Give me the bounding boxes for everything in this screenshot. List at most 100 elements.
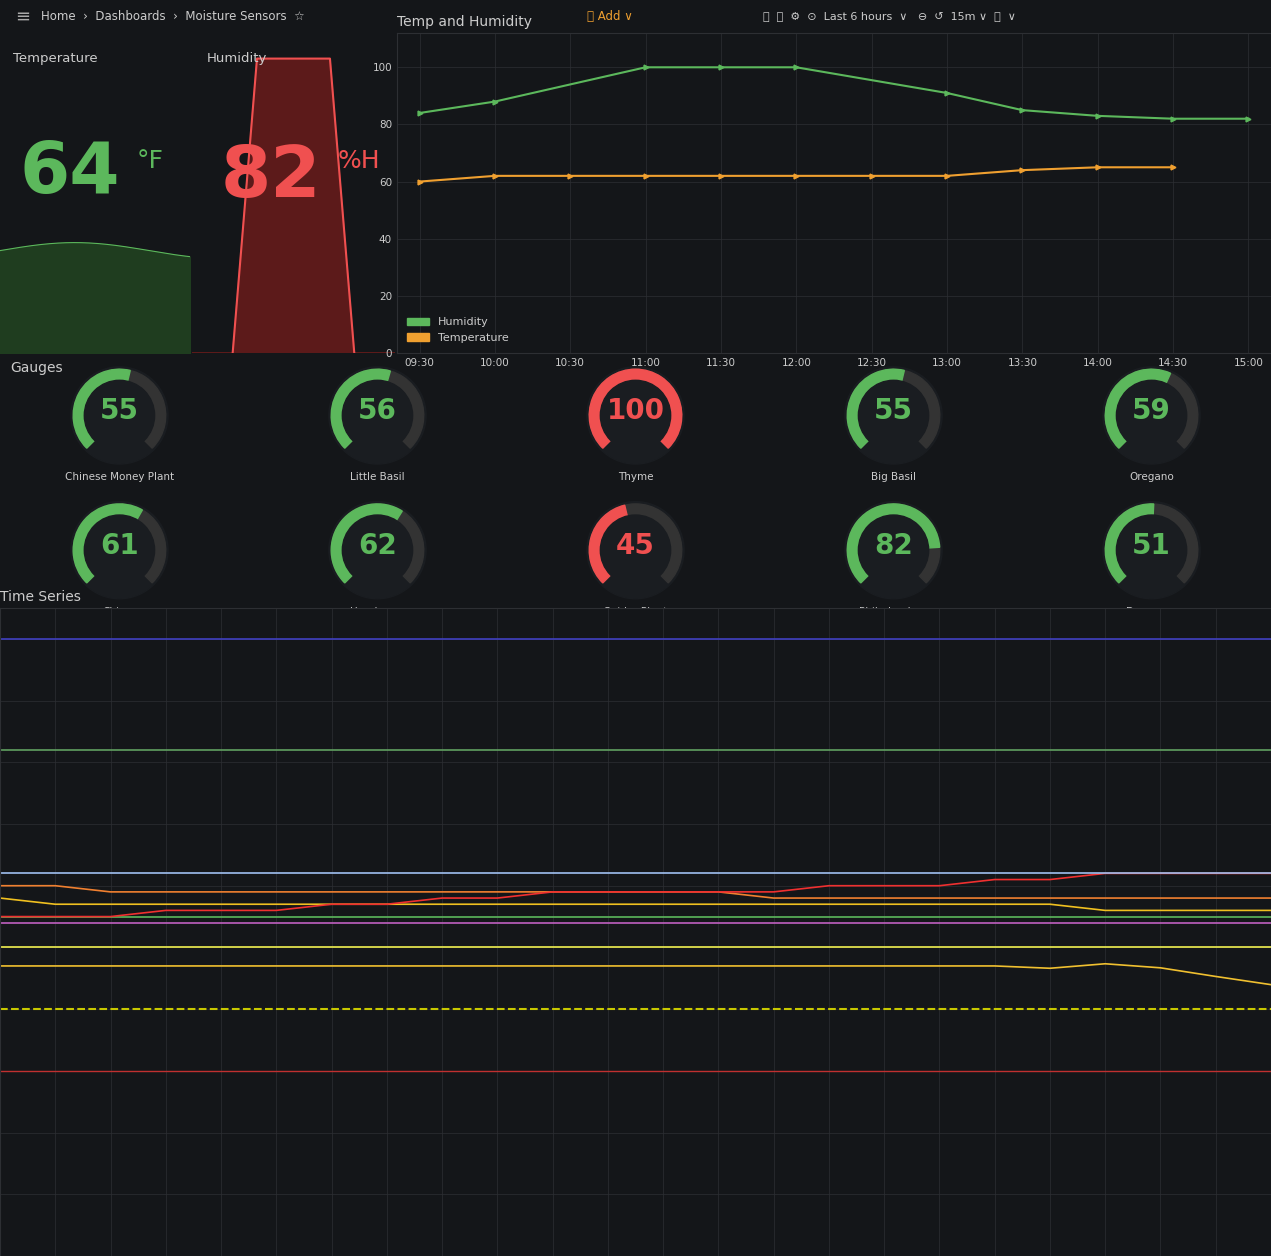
Wedge shape bbox=[332, 504, 402, 583]
Thyme bbox=[47, 632, 62, 647]
Oregano bbox=[1209, 865, 1224, 880]
Oregano bbox=[932, 878, 947, 893]
Chinese Money Plant bbox=[877, 909, 892, 924]
Wedge shape bbox=[1106, 369, 1197, 448]
Spider Plant bbox=[1263, 742, 1271, 757]
Big Basil bbox=[103, 884, 118, 899]
Dracaena bbox=[988, 958, 1003, 973]
Philodendron bbox=[103, 939, 118, 955]
Dracaena bbox=[158, 958, 173, 973]
Big Basil bbox=[710, 884, 726, 899]
Philodendron bbox=[0, 939, 8, 955]
Chives bbox=[1042, 865, 1057, 880]
Philodendron bbox=[489, 939, 505, 955]
Circle shape bbox=[84, 515, 155, 585]
Oregano bbox=[324, 897, 339, 912]
Spider Plant bbox=[710, 742, 726, 757]
Handsome bbox=[1098, 916, 1113, 931]
Spider Plant bbox=[656, 742, 671, 757]
Thyme bbox=[1098, 632, 1113, 647]
Text: 82: 82 bbox=[220, 142, 322, 211]
Text: %H: %H bbox=[338, 149, 381, 173]
Circle shape bbox=[329, 367, 426, 463]
Dracaena bbox=[1209, 968, 1224, 983]
Chinese Money Plant bbox=[435, 909, 450, 924]
Handsome bbox=[821, 916, 836, 931]
Dracaena bbox=[1263, 977, 1271, 992]
Thyme bbox=[268, 632, 283, 647]
Text: °F: °F bbox=[137, 149, 164, 173]
Big Basil bbox=[545, 884, 561, 899]
Wedge shape bbox=[74, 504, 165, 583]
Dracaena bbox=[435, 958, 450, 973]
Handsome bbox=[710, 916, 726, 931]
Thyme bbox=[324, 632, 339, 647]
Text: 45: 45 bbox=[616, 531, 655, 559]
Text: 100: 100 bbox=[606, 397, 665, 425]
Dracaena bbox=[766, 958, 782, 973]
Oregano bbox=[47, 909, 62, 924]
Chives bbox=[489, 865, 505, 880]
Philodendron bbox=[47, 939, 62, 955]
Handsome bbox=[214, 916, 229, 931]
Handsome bbox=[1263, 916, 1271, 931]
Thyme bbox=[1263, 632, 1271, 647]
Big Basil bbox=[324, 884, 339, 899]
Text: Gauges: Gauges bbox=[10, 360, 62, 374]
Philodendron bbox=[656, 939, 671, 955]
Wedge shape bbox=[332, 504, 423, 583]
Oregano bbox=[158, 903, 173, 918]
Chinese Money Plant bbox=[988, 909, 1003, 924]
Thyme bbox=[877, 632, 892, 647]
Spider Plant bbox=[158, 742, 173, 757]
Oregano bbox=[1098, 865, 1113, 880]
Oregano bbox=[600, 884, 615, 899]
Line: Dracaena: Dracaena bbox=[0, 963, 1271, 985]
Chinese Money Plant bbox=[1098, 909, 1113, 924]
Little Basil bbox=[489, 897, 505, 912]
Philodendron bbox=[877, 939, 892, 955]
Thyme bbox=[710, 632, 726, 647]
Little Basil bbox=[710, 897, 726, 912]
Circle shape bbox=[587, 367, 684, 463]
Wedge shape bbox=[590, 504, 681, 583]
Text: 62: 62 bbox=[358, 531, 397, 559]
Thyme bbox=[821, 632, 836, 647]
Wedge shape bbox=[590, 505, 628, 583]
Chives bbox=[766, 865, 782, 880]
Thyme bbox=[600, 632, 615, 647]
Little Basil bbox=[1263, 903, 1271, 918]
Chives bbox=[214, 865, 229, 880]
Oregano bbox=[489, 891, 505, 906]
Little Basil bbox=[47, 897, 62, 912]
Chinese Money Plant bbox=[489, 909, 505, 924]
Dracaena bbox=[545, 958, 561, 973]
Little Basil bbox=[103, 897, 118, 912]
Text: 55: 55 bbox=[874, 397, 913, 425]
Little Basil bbox=[821, 897, 836, 912]
Wedge shape bbox=[1106, 504, 1197, 583]
Chinese Money Plant bbox=[710, 909, 726, 924]
Big Basil bbox=[435, 884, 450, 899]
Little Basil bbox=[932, 897, 947, 912]
Handsome bbox=[600, 916, 615, 931]
Circle shape bbox=[600, 381, 671, 451]
Text: Little Basil: Little Basil bbox=[351, 472, 404, 482]
Chives bbox=[1098, 865, 1113, 880]
Spider Plant bbox=[877, 742, 892, 757]
Wedge shape bbox=[848, 369, 905, 448]
Dracaena bbox=[1153, 961, 1168, 976]
Handsome bbox=[1209, 916, 1224, 931]
Spider Plant bbox=[988, 742, 1003, 757]
Little Basil bbox=[656, 897, 671, 912]
Dracaena bbox=[600, 958, 615, 973]
Little Basil bbox=[435, 897, 450, 912]
Dracaena bbox=[877, 958, 892, 973]
Philodendron bbox=[932, 939, 947, 955]
Oregano bbox=[656, 884, 671, 899]
Big Basil bbox=[379, 884, 394, 899]
Circle shape bbox=[1103, 501, 1200, 599]
Chinese Money Plant bbox=[379, 909, 394, 924]
Spider Plant bbox=[821, 742, 836, 757]
Handsome bbox=[324, 916, 339, 931]
